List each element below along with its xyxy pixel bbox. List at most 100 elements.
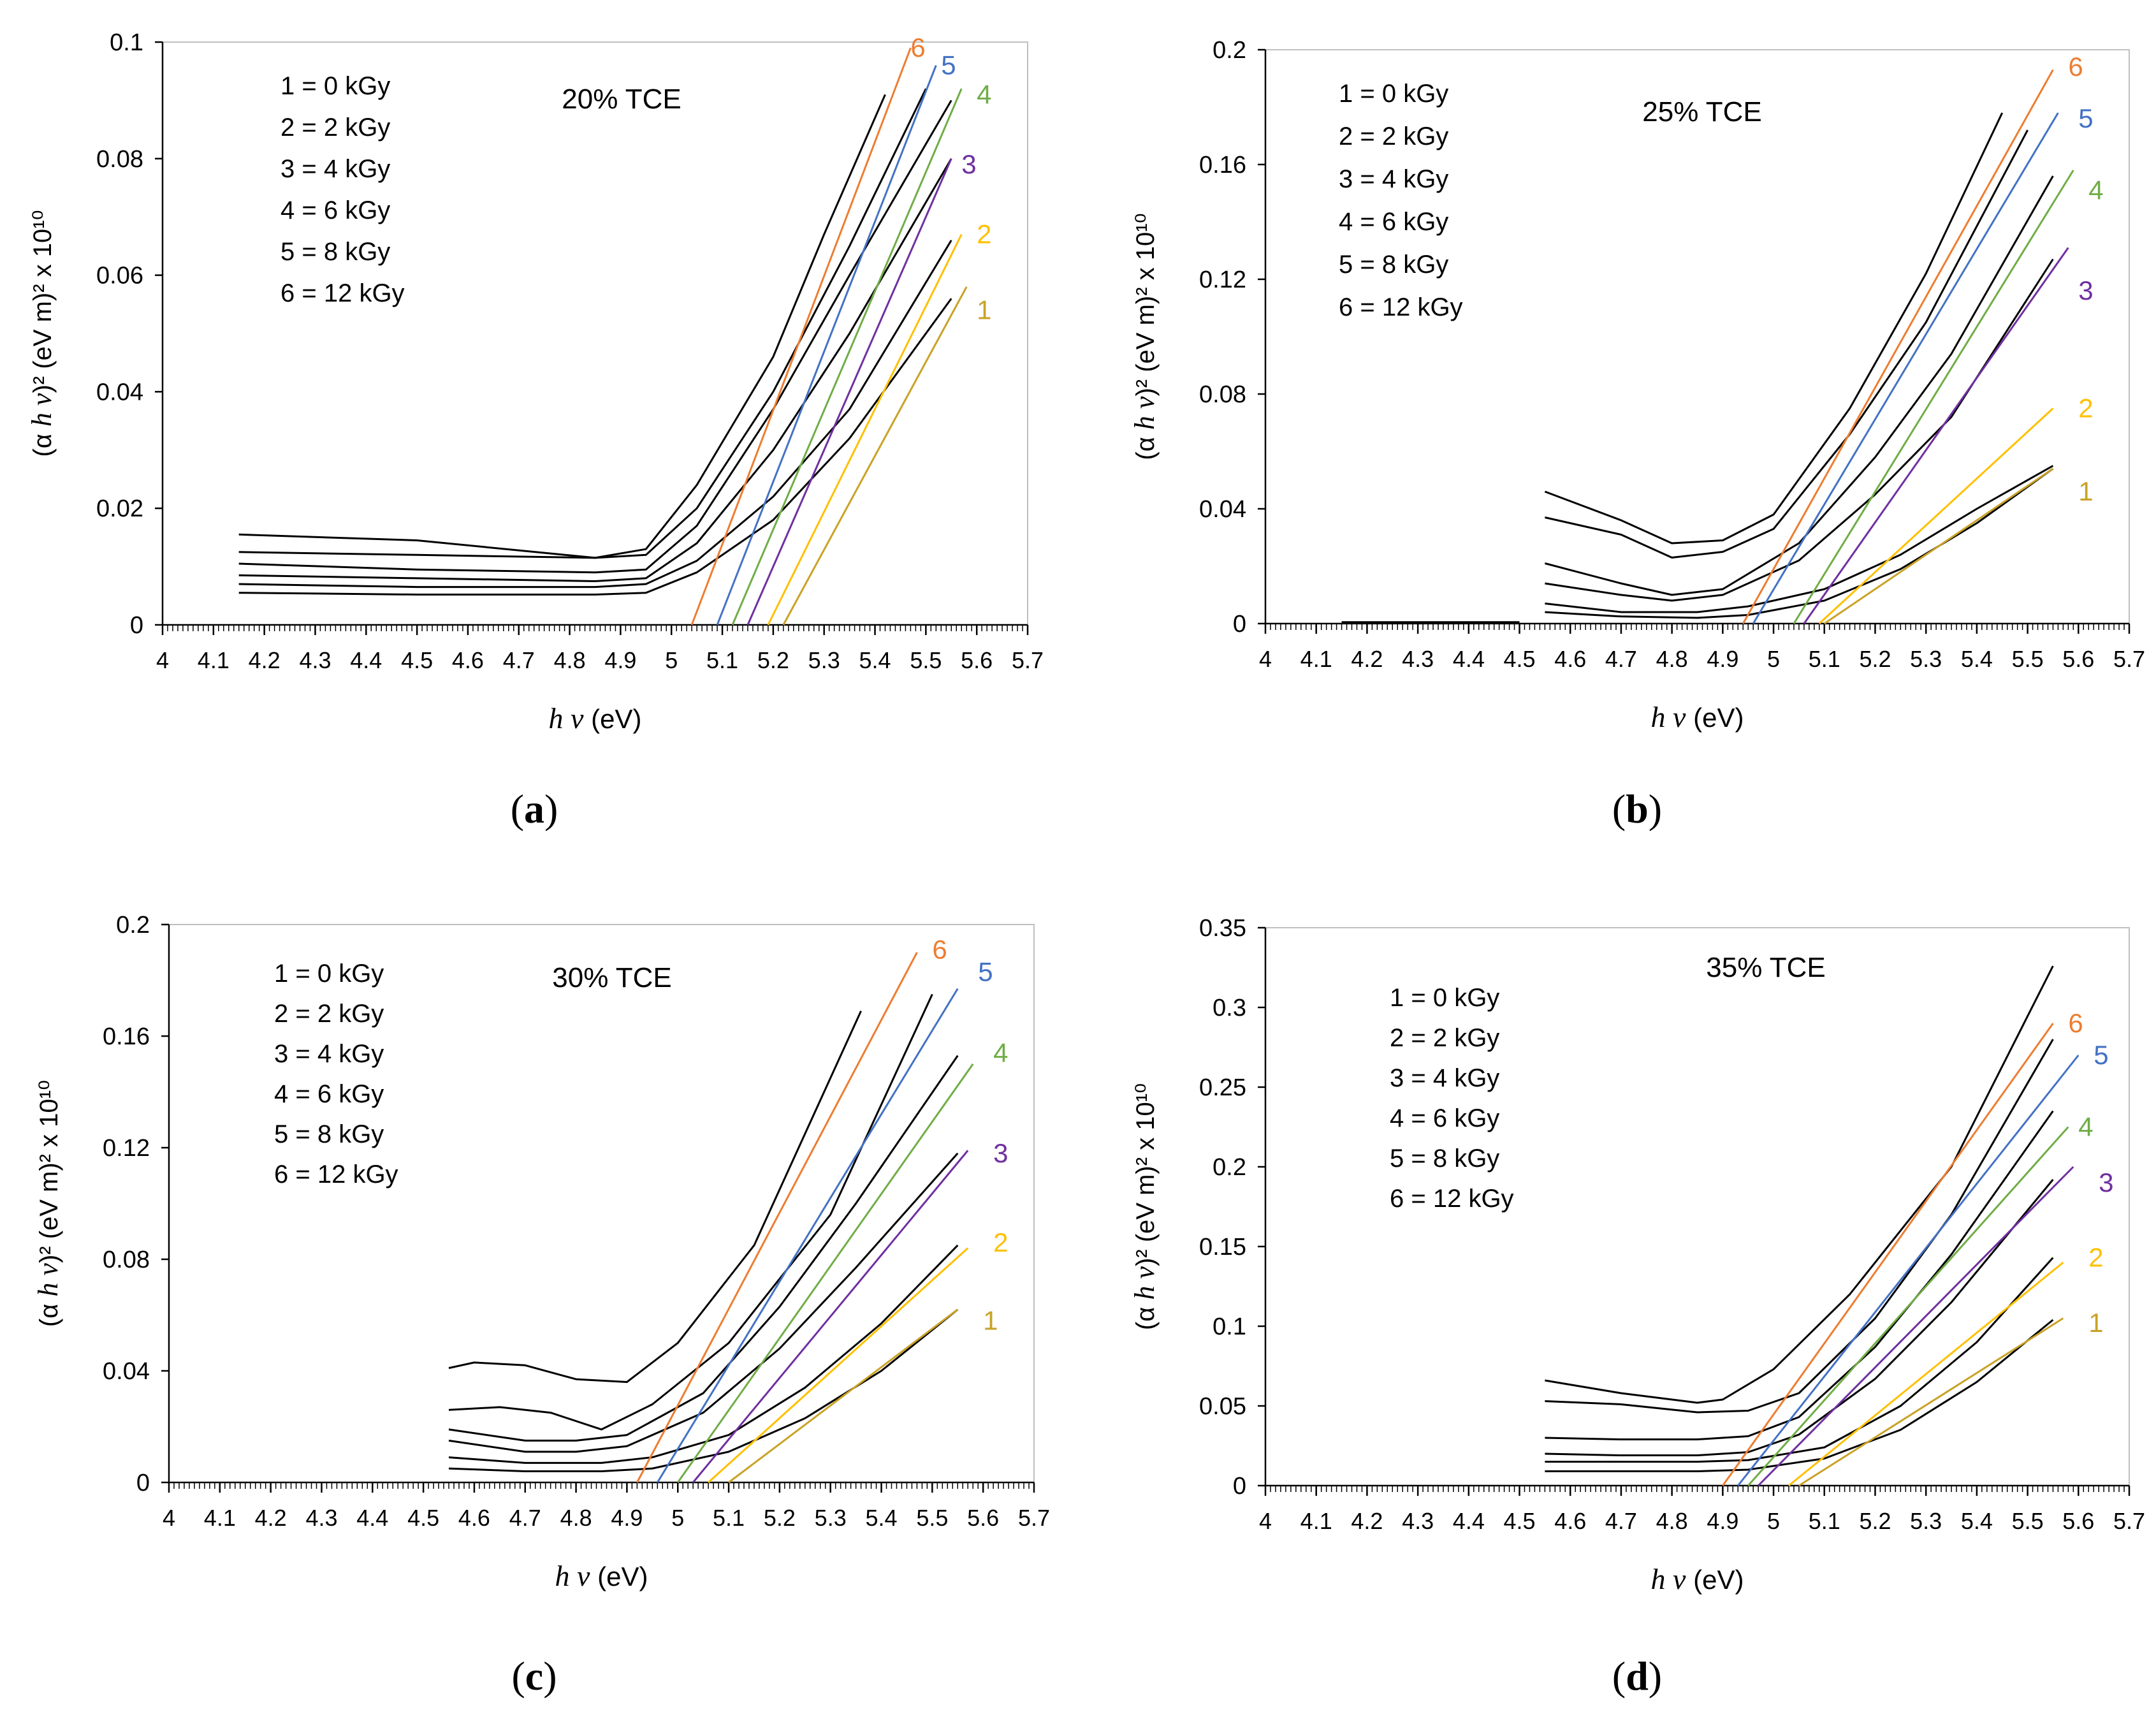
fit-line-5 <box>1737 1055 2080 1486</box>
x-tick-label: 5.1 <box>713 1505 745 1531</box>
data-series-line-4 <box>1545 1110 2054 1440</box>
fit-line-label: 4 <box>977 79 991 109</box>
legend-entry: 2 = 2 kGy <box>1339 122 1448 150</box>
fit-line-label: 6 <box>932 934 947 964</box>
x-tick-label: 5.5 <box>910 647 942 673</box>
legend-entry: 5 = 8 kGy <box>280 238 390 266</box>
y-axis-label-prefix: (α <box>1132 1300 1160 1331</box>
y-tick-label: 0.16 <box>1199 152 1246 179</box>
y-tick-label: 0.04 <box>103 1358 150 1385</box>
x-tick-label: 4 <box>1259 1508 1272 1534</box>
x-tick-label: 5.3 <box>808 647 840 673</box>
fit-line-label: 1 <box>983 1305 998 1335</box>
x-tick-label: 5 <box>671 1505 684 1531</box>
x-tick-label: 5.3 <box>1910 646 1942 672</box>
y-tick-label: 0 <box>130 612 143 639</box>
x-tick-label: 4.7 <box>1605 1508 1637 1534</box>
x-tick-label: 5.1 <box>1809 1508 1840 1534</box>
caption-close-paren: ) <box>1649 786 1662 831</box>
caption-letter: a <box>524 786 544 831</box>
y-tick-label: 0.12 <box>1199 267 1246 293</box>
fit-line-label: 1 <box>2078 476 2093 506</box>
legend-entry: 4 = 6 kGy <box>280 196 390 224</box>
y-axis-label-prefix: (α <box>1132 430 1160 460</box>
legend-entry: 5 = 8 kGy <box>1390 1145 1499 1173</box>
x-axis-symbol: h v <box>555 1560 591 1592</box>
data-series-line-5 <box>448 993 933 1431</box>
fit-line-5 <box>1752 112 2059 624</box>
fit-line-1 <box>1823 467 2054 625</box>
x-tick-label: 4.2 <box>255 1505 287 1531</box>
x-tick-label: 5.2 <box>1859 646 1891 672</box>
x-tick-label: 5.6 <box>967 1505 999 1531</box>
legend-entry: 5 = 8 kGy <box>1339 251 1448 279</box>
fit-line-label: 3 <box>2078 275 2093 305</box>
x-tick-label: 4.8 <box>1656 646 1688 672</box>
caption-open-paren: ( <box>1612 1653 1626 1699</box>
x-tick-label: 4.4 <box>356 1505 388 1531</box>
legend-entry: 2 = 2 kGy <box>1390 1024 1499 1052</box>
fit-line-label: 6 <box>2068 1008 2083 1038</box>
y-tick-label: 0.08 <box>1199 381 1246 408</box>
x-tick-label: 4.9 <box>1707 1508 1738 1534</box>
fit-line-label: 4 <box>993 1037 1008 1067</box>
fit-line-3 <box>1803 247 2069 624</box>
x-axis-unit: (eV) <box>590 1561 648 1591</box>
y-axis-label-suffix: )² (eV m)² x 10¹⁰ <box>29 210 57 393</box>
x-tick-label: 5.6 <box>2062 1508 2094 1534</box>
y-axis-label-suffix: )² (eV m)² x 10¹⁰ <box>1132 213 1160 396</box>
x-tick-label: 5.4 <box>859 647 891 673</box>
x-axis-symbol: h v <box>1651 701 1687 733</box>
x-tick-label: 4.3 <box>299 647 331 673</box>
legend-entry: 4 = 6 kGy <box>1339 208 1448 236</box>
chart-panel-c: 4 4.1 4.2 4.3 4.4 4.5 4.6 4.7 4.8 4.9 5 5.1 5.2 5.3 5.… <box>33 912 1050 1699</box>
legend-entry: 3 = 4 kGy <box>280 155 390 183</box>
legend-entry: 4 = 6 kGy <box>274 1080 384 1108</box>
y-axis-label: (α h v)² (eV m)² x 10¹⁰ <box>1129 1083 1160 1330</box>
x-tick-label: 4.4 <box>1453 1508 1485 1534</box>
data-series-line-2 <box>1545 1257 2054 1463</box>
y-axis-label: (α h v)² (eV m)² x 10¹⁰ <box>1129 213 1160 460</box>
x-axis-unit: (eV) <box>1686 1565 1744 1595</box>
y-tick-label: 0.1 <box>110 29 143 56</box>
fit-line-label: 1 <box>2088 1308 2103 1338</box>
x-axis-unit: (eV) <box>1686 703 1744 733</box>
data-series-line-4 <box>448 1055 959 1442</box>
y-tick-label: 0.2 <box>1213 1154 1246 1181</box>
x-tick-label: 4.5 <box>401 647 433 673</box>
x-tick-label: 4.5 <box>1504 1508 1536 1534</box>
fit-line-2 <box>1788 1261 2064 1487</box>
fit-line-5 <box>716 65 937 625</box>
x-tick-label: 5.5 <box>916 1505 948 1531</box>
caption-open-paren: ( <box>511 786 524 831</box>
x-tick-label: 4.6 <box>1554 1508 1586 1534</box>
caption-letter: b <box>1626 786 1649 831</box>
fit-line-1 <box>728 1308 959 1484</box>
x-tick-label: 4.2 <box>249 647 280 673</box>
y-tick-label: 0.1 <box>1213 1313 1246 1340</box>
x-axis-label: h v (eV) <box>1651 1563 1744 1595</box>
fit-line-4 <box>731 88 963 625</box>
x-axis-label: h v (eV) <box>549 702 642 735</box>
caption-close-paren: ) <box>544 786 558 831</box>
data-series-line-1 <box>238 298 952 596</box>
legend-entry: 6 = 12 kGy <box>1339 293 1463 321</box>
fit-line-1 <box>1798 1317 2064 1487</box>
legend-entry: 1 = 0 kGy <box>1390 984 1499 1012</box>
x-tick-label: 5 <box>1767 646 1780 672</box>
data-series-line-2 <box>1545 465 2054 613</box>
fit-line-6 <box>1722 1023 2054 1486</box>
x-axis-label: h v (eV) <box>555 1560 648 1592</box>
x-tick-label: 5.6 <box>2062 646 2094 672</box>
x-tick-label: 4.3 <box>1402 1508 1434 1534</box>
fit-line-label: 2 <box>2078 393 2093 423</box>
fit-line-label: 4 <box>2088 175 2103 205</box>
x-tick-label: 4 <box>163 1505 175 1531</box>
y-tick-label: 0.06 <box>96 263 143 289</box>
x-tick-label: 5.5 <box>2012 1508 2044 1534</box>
fit-line-2 <box>708 1247 969 1484</box>
y-tick-label: 0.2 <box>116 912 150 939</box>
fit-line-3 <box>1758 1166 2074 1487</box>
legend-entry: 4 = 6 kGy <box>1390 1104 1499 1132</box>
x-tick-label: 5.4 <box>866 1505 898 1531</box>
